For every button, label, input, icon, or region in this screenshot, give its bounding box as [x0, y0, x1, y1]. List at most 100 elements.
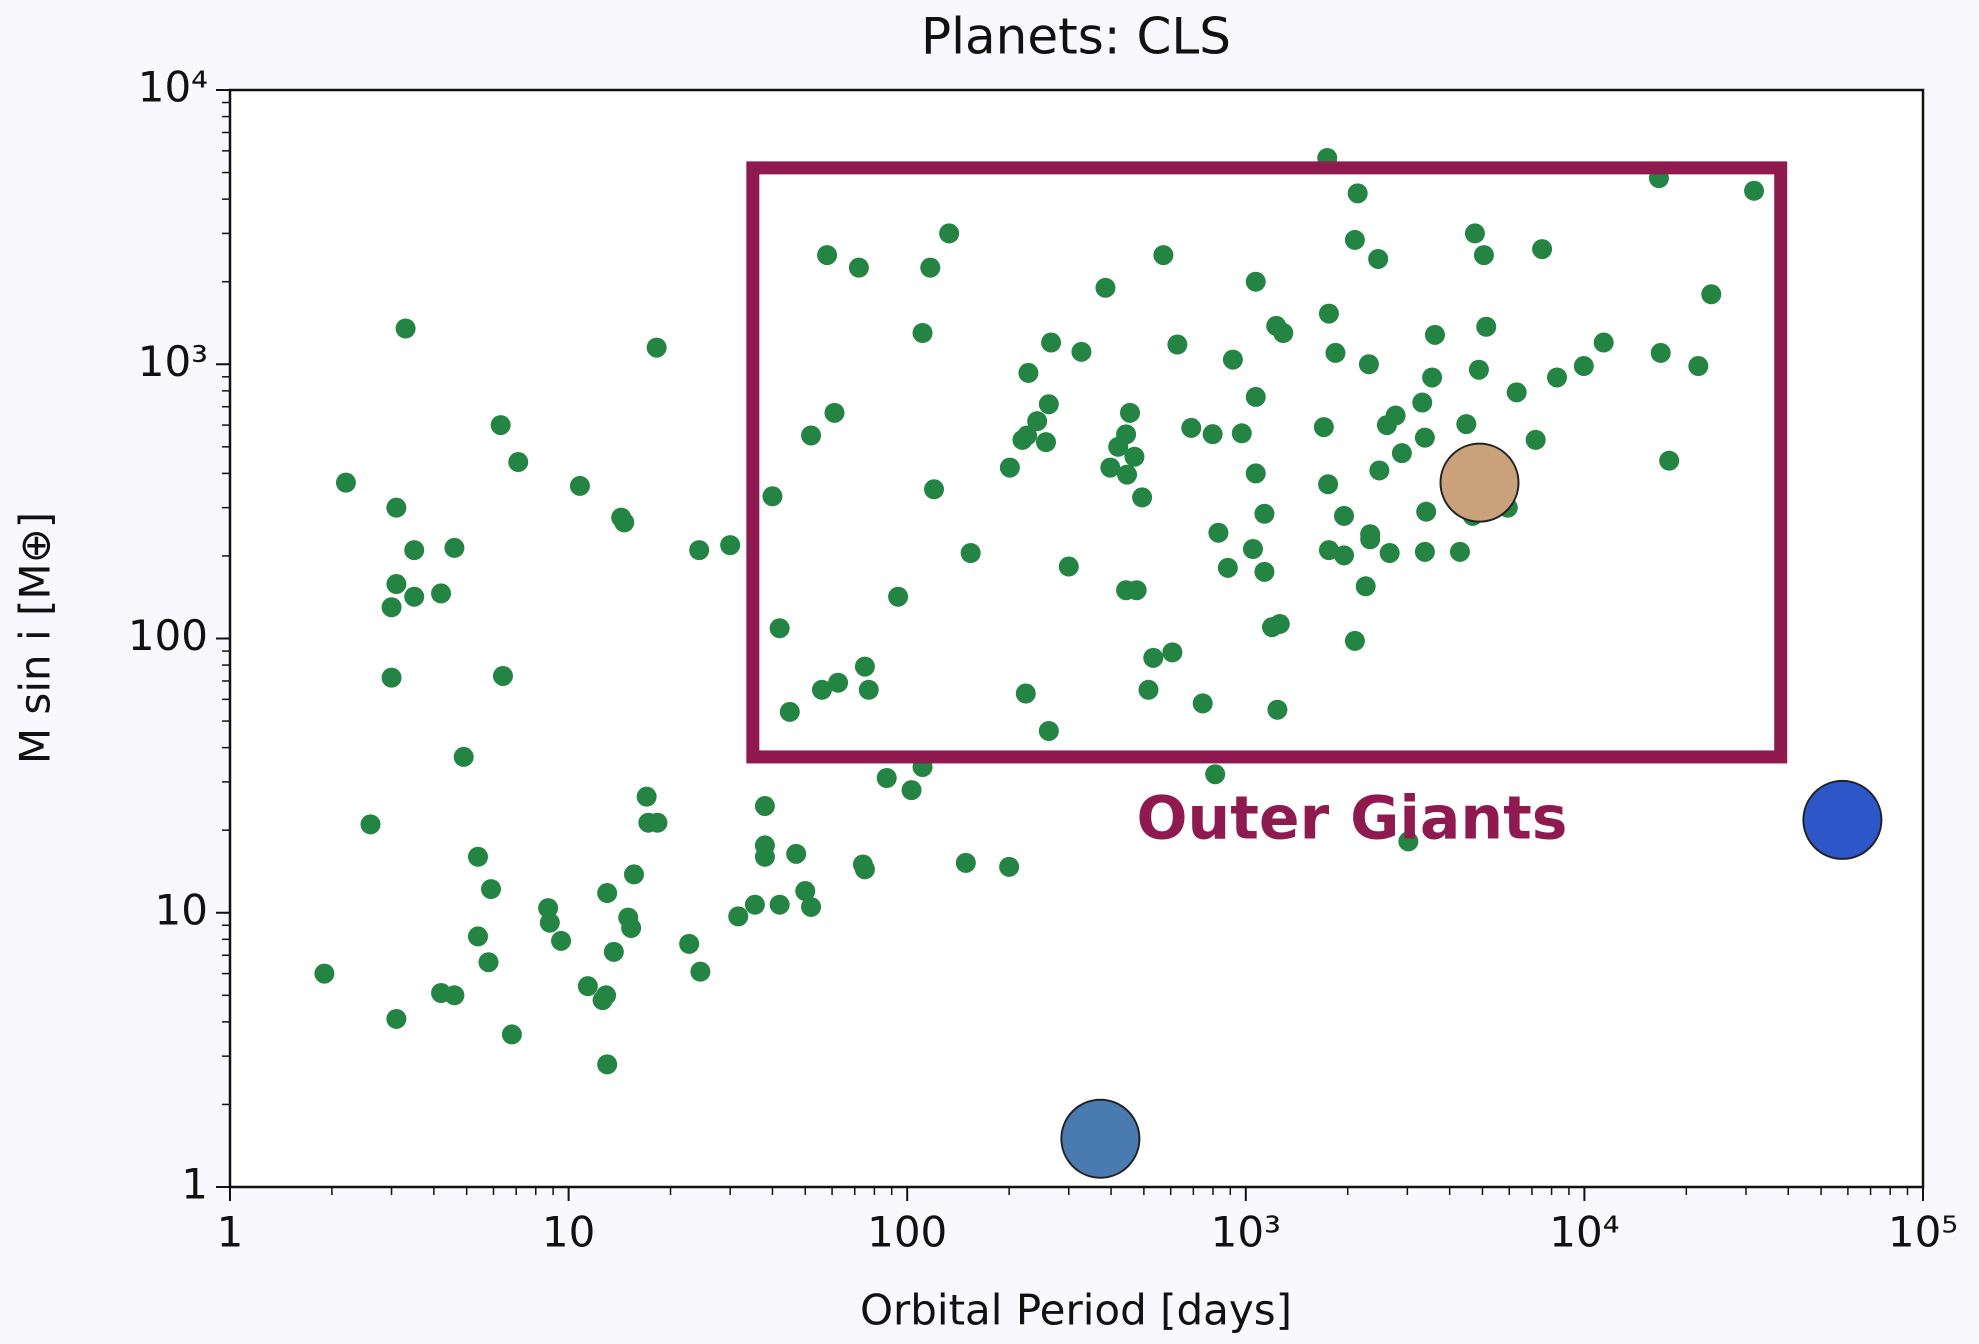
point: [779, 701, 800, 722]
point: [801, 425, 822, 446]
point: [1456, 414, 1477, 435]
point: [795, 881, 816, 902]
point: [801, 896, 822, 917]
x-tick-label: 1: [217, 1208, 244, 1257]
point: [754, 796, 775, 817]
point: [1369, 460, 1390, 481]
point: [1573, 356, 1594, 377]
point: [1414, 541, 1435, 562]
point: [1222, 349, 1243, 370]
point: [1153, 245, 1174, 266]
point: [1313, 417, 1334, 438]
x-axis-label: Orbital Period [days]: [860, 1286, 1292, 1335]
point: [467, 926, 488, 947]
point: [1379, 543, 1400, 564]
point: [481, 879, 502, 900]
point: [1358, 354, 1379, 375]
point: [728, 906, 749, 927]
point: [314, 963, 335, 984]
point: [1525, 429, 1546, 450]
point: [1138, 679, 1159, 700]
point: [1744, 180, 1765, 201]
point: [999, 856, 1020, 877]
point: [1347, 183, 1368, 204]
point: [404, 586, 425, 607]
point: [1132, 487, 1153, 508]
point: [1116, 424, 1137, 445]
point: [1100, 457, 1121, 478]
point: [1038, 394, 1059, 415]
planet-icon: [1439, 442, 1520, 523]
point: [1095, 277, 1116, 298]
point: [597, 1054, 618, 1075]
point: [1506, 382, 1527, 403]
x-tick-label: 100: [867, 1208, 947, 1257]
point: [1143, 647, 1164, 668]
point: [1217, 557, 1238, 578]
point: [960, 543, 981, 564]
point: [596, 985, 617, 1006]
point: [386, 1008, 407, 1029]
point: [621, 917, 642, 938]
point: [1546, 367, 1567, 388]
point: [824, 402, 845, 423]
y-axis-label: M sin i [M⊕]: [11, 512, 60, 764]
plot-area: [230, 90, 1923, 1187]
point: [623, 864, 644, 885]
point: [444, 537, 465, 558]
point: [467, 846, 488, 867]
point: [1344, 630, 1365, 651]
planet-icon: [1802, 779, 1883, 860]
point: [551, 930, 572, 951]
point: [1018, 362, 1039, 383]
point: [817, 245, 838, 266]
point: [744, 894, 765, 915]
point: [1267, 699, 1288, 720]
plot-frame: [228, 88, 1925, 1189]
point: [1120, 402, 1141, 423]
point: [577, 976, 598, 997]
point: [335, 472, 356, 493]
point: [395, 318, 416, 339]
point: [1254, 503, 1275, 524]
point: [614, 512, 635, 533]
point: [490, 415, 511, 436]
point: [539, 912, 560, 933]
point: [689, 540, 710, 561]
point: [854, 656, 875, 677]
point: [444, 985, 465, 1006]
point: [1468, 359, 1489, 380]
point: [1422, 367, 1443, 388]
point: [762, 486, 783, 507]
region-box: [746, 161, 1788, 764]
point: [1117, 464, 1138, 485]
point: [386, 497, 407, 518]
point: [1273, 323, 1294, 344]
point: [1318, 303, 1339, 324]
point: [1162, 642, 1183, 663]
point: [1476, 316, 1497, 337]
point: [431, 583, 452, 604]
point: [1017, 425, 1038, 446]
point: [955, 852, 976, 873]
planet-icon: [1060, 1098, 1141, 1179]
point: [597, 883, 618, 904]
point: [1473, 245, 1494, 266]
point: [754, 846, 775, 867]
point: [603, 941, 624, 962]
point: [360, 814, 381, 835]
point: [386, 574, 407, 595]
point: [1334, 545, 1355, 566]
point: [1245, 386, 1266, 407]
point: [854, 859, 875, 880]
y-tick-label: 10³: [138, 337, 208, 386]
point: [1412, 392, 1433, 413]
point: [1398, 831, 1419, 852]
point: [769, 618, 790, 639]
point: [888, 586, 909, 607]
point: [1385, 405, 1406, 426]
point: [811, 679, 832, 700]
point: [636, 786, 657, 807]
point: [381, 667, 402, 688]
